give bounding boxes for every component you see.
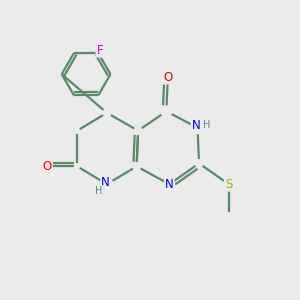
Text: F: F [97, 44, 103, 57]
Text: H: H [203, 120, 210, 130]
Text: O: O [163, 71, 172, 84]
Text: H: H [95, 186, 102, 196]
Text: N: N [192, 119, 200, 132]
Text: N: N [165, 178, 174, 191]
Text: N: N [101, 176, 110, 189]
Text: S: S [225, 178, 232, 191]
Text: O: O [43, 160, 52, 173]
